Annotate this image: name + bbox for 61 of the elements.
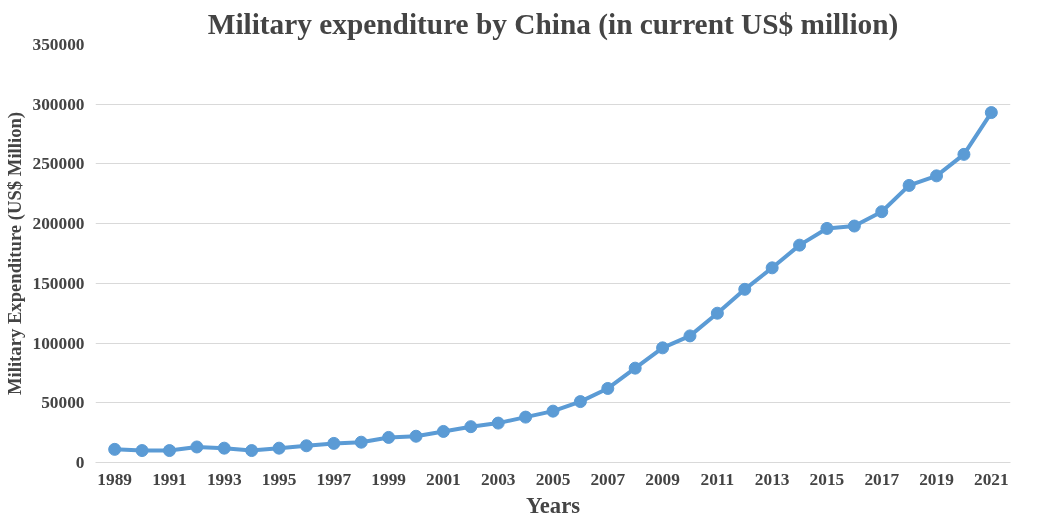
x-tick-label: 2001	[426, 469, 461, 489]
x-tick-label: 1991	[152, 469, 187, 489]
y-axis-title: Military Expenditure (US$ Million)	[3, 111, 26, 396]
point	[573, 395, 587, 409]
point	[272, 441, 286, 455]
point	[601, 381, 615, 395]
x-tick-label: 2015	[809, 469, 845, 489]
point	[820, 221, 834, 235]
x-tick-label: 1989	[97, 469, 133, 489]
x-tick-label: 1997	[316, 469, 352, 489]
point	[930, 169, 944, 183]
y-tick-label: 150000	[32, 273, 85, 293]
x-tick-label: 2011	[700, 469, 735, 489]
x-tick-label: 2007	[590, 469, 626, 489]
point	[710, 306, 724, 320]
point	[245, 444, 259, 458]
point	[628, 361, 642, 375]
point	[519, 410, 533, 424]
x-tick-label: 1999	[371, 469, 407, 489]
x-tick-label: 2021	[974, 469, 1009, 489]
chart-title: Military expenditure by China (in current US$ million)	[207, 7, 899, 41]
point	[656, 341, 670, 355]
x-tick-label: 2017	[864, 469, 900, 489]
y-tick-label: 0	[75, 453, 85, 472]
x-tick-label: 2013	[754, 469, 790, 489]
point	[875, 205, 889, 219]
point	[327, 436, 341, 450]
point	[546, 404, 560, 418]
point	[847, 219, 861, 233]
point	[902, 178, 916, 192]
x-tick-label: 1995	[261, 469, 297, 489]
point	[299, 439, 313, 453]
x-axis-title: Years	[525, 492, 581, 518]
point	[190, 440, 204, 454]
point	[491, 416, 505, 430]
point	[464, 420, 478, 434]
point	[765, 261, 779, 275]
point	[957, 147, 971, 161]
y-tick-label: 350000	[32, 35, 85, 54]
x-tick-label: 2009	[645, 469, 681, 489]
point	[108, 442, 122, 456]
point	[354, 435, 368, 449]
point	[135, 444, 149, 458]
x-tick-label: 2019	[919, 469, 955, 489]
point	[793, 238, 807, 252]
point	[409, 429, 423, 443]
y-tick-label: 50000	[41, 393, 85, 413]
point	[382, 430, 396, 444]
y-tick-label: 200000	[32, 214, 85, 234]
point	[984, 106, 998, 120]
point	[162, 444, 176, 458]
x-tick-label: 2003	[480, 469, 516, 489]
point	[683, 329, 697, 343]
y-tick-label: 100000	[32, 333, 85, 353]
point	[738, 282, 752, 296]
x-tick-label: 1993	[206, 469, 242, 489]
y-tick-label: 300000	[32, 94, 85, 114]
x-tick-label: 2005	[535, 469, 571, 489]
point	[217, 441, 231, 455]
point	[436, 424, 450, 438]
y-tick-label: 250000	[32, 154, 85, 174]
